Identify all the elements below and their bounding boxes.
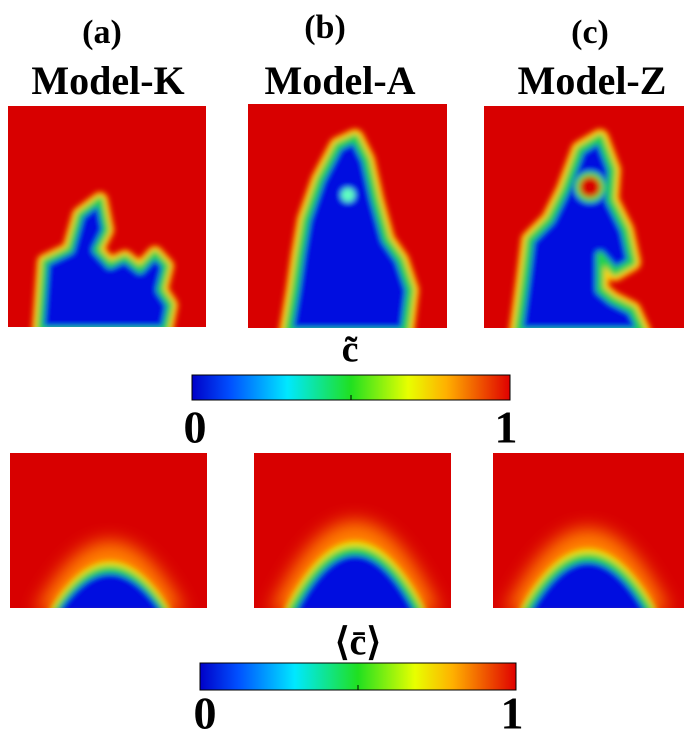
mean-field: [10, 453, 207, 608]
panel-title: Model-K: [31, 58, 184, 103]
instant-field: [248, 104, 447, 328]
panel-label: (a): [82, 14, 122, 51]
panel-label: (c): [571, 14, 609, 51]
colorbar-tick-label: 1: [495, 402, 518, 453]
instant-field: [484, 106, 684, 328]
colorbar-tick-label: 0: [184, 402, 207, 453]
colorbar-label: c̃: [342, 329, 359, 371]
mean-field: [493, 453, 684, 608]
colorbar-tick-label: 1: [501, 688, 524, 739]
panel-title: Model-A: [264, 58, 415, 103]
instant-field: [8, 106, 206, 327]
panel-label: (b): [304, 9, 346, 46]
colorbar-label: ⟨c̄⟩: [335, 622, 382, 664]
colorbar-tick-label: 0: [194, 688, 217, 739]
panel-title: Model-Z: [518, 58, 667, 103]
mean-field: [254, 453, 451, 608]
